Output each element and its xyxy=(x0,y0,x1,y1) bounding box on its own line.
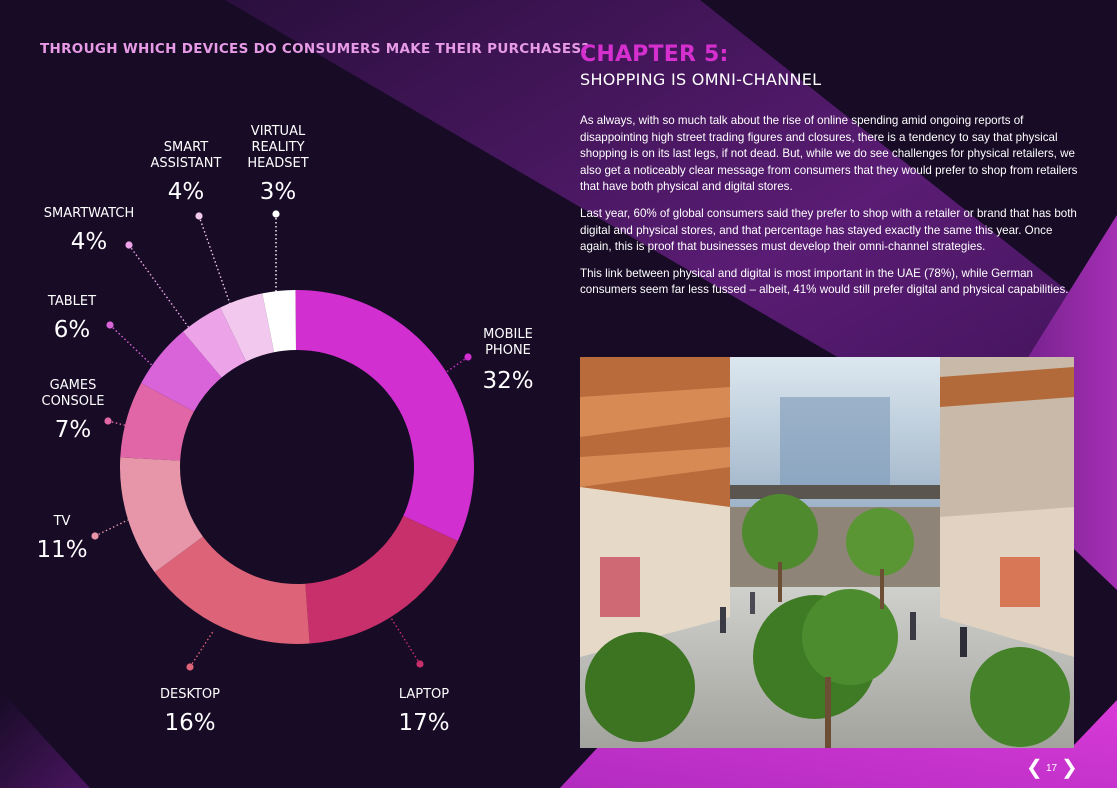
slice-category-label: MOBILE PHONE xyxy=(483,327,533,358)
leader-dot xyxy=(186,663,194,671)
slice-label-group: SMART ASSISTANT 4% xyxy=(151,140,236,319)
slice-category-label: TABLET xyxy=(47,294,96,309)
donut-slice-virtual-reality-headset xyxy=(262,290,296,353)
donut-slice-laptop xyxy=(305,515,458,644)
chapter-title: SHOPPING IS OMNI-CHANNEL xyxy=(580,70,822,89)
chapter-number: CHAPTER 5: xyxy=(580,42,729,67)
leader-dot xyxy=(91,532,99,540)
slice-category-label: SMARTWATCH xyxy=(44,206,134,221)
body-text: As always, with so much talk about the r… xyxy=(580,113,1080,309)
leader-dot xyxy=(464,353,472,361)
slice-value-label: 3% xyxy=(260,179,297,205)
leader-line xyxy=(387,612,421,665)
slice-label-group: VIRTUAL REALITY HEADSET 3% xyxy=(247,124,309,309)
slice-label-group: DESKTOP 16% xyxy=(160,629,220,736)
chart-title: THROUGH WHICH DEVICES DO CONSUMERS MAKE … xyxy=(40,41,590,57)
leader-dot xyxy=(272,210,280,218)
paragraph: This link between physical and digital i… xyxy=(580,266,1069,297)
leader-dot xyxy=(106,321,114,329)
slice-label-group: TABLET 6% xyxy=(47,294,159,372)
page-navigation: ❮ 17 ❯ xyxy=(1026,757,1078,780)
slice-value-label: 32% xyxy=(482,368,533,394)
slice-label-group: MOBILE PHONE 32% xyxy=(444,327,534,394)
page-number: 17 xyxy=(1046,763,1058,774)
slice-value-label: 7% xyxy=(55,417,92,443)
slice-value-label: 6% xyxy=(54,317,91,343)
donut-slice-desktop xyxy=(154,536,310,644)
slice-label-group: SMARTWATCH 4% xyxy=(44,206,193,333)
slice-value-label: 4% xyxy=(71,229,108,255)
leader-line xyxy=(189,629,215,668)
leader-line xyxy=(128,244,193,333)
leader-line xyxy=(94,519,129,537)
leader-dot xyxy=(125,241,133,249)
shopping-mall-photo xyxy=(580,357,1074,748)
slice-category-label: LAPTOP xyxy=(399,687,449,702)
paragraph: Last year, 60% of global consumers said … xyxy=(580,206,1077,254)
slice-value-label: 17% xyxy=(398,710,449,736)
donut-slice-mobile-phone xyxy=(295,290,474,541)
slice-category-label: GAMES CONSOLE xyxy=(42,378,105,409)
donut-slice-games-console xyxy=(120,383,194,461)
donut-slice-smart-assistant xyxy=(220,293,275,362)
slice-label-group: TV 11% xyxy=(36,514,129,563)
chevron-left-icon[interactable]: ❮ xyxy=(1026,757,1043,779)
slice-label-group: GAMES CONSOLE 7% xyxy=(42,378,129,443)
slice-value-label: 11% xyxy=(36,537,87,563)
paragraph: As always, with so much talk about the r… xyxy=(580,114,1078,194)
slice-value-label: 4% xyxy=(168,179,205,205)
bottom-accent-shape xyxy=(560,700,1117,788)
leader-line xyxy=(444,356,469,374)
slice-category-label: VIRTUAL REALITY HEADSET xyxy=(247,124,308,171)
slice-category-label: SMART ASSISTANT xyxy=(151,140,222,171)
donut-slice-tablet xyxy=(141,331,222,412)
leader-dot xyxy=(104,417,112,425)
donut-slice-smartwatch xyxy=(182,307,247,378)
slice-label-group: LAPTOP 17% xyxy=(387,612,450,736)
donut-slice-tv xyxy=(120,457,203,573)
leader-dot xyxy=(195,212,203,220)
slice-category-label: DESKTOP xyxy=(160,687,220,702)
leader-line xyxy=(107,420,129,427)
slice-value-label: 16% xyxy=(164,710,215,736)
leader-line xyxy=(198,215,236,319)
leader-dot xyxy=(416,660,424,668)
chevron-right-icon[interactable]: ❯ xyxy=(1061,757,1078,779)
corner-accent-shape xyxy=(0,690,90,788)
slice-category-label: TV xyxy=(53,514,71,529)
leader-line xyxy=(109,324,159,372)
